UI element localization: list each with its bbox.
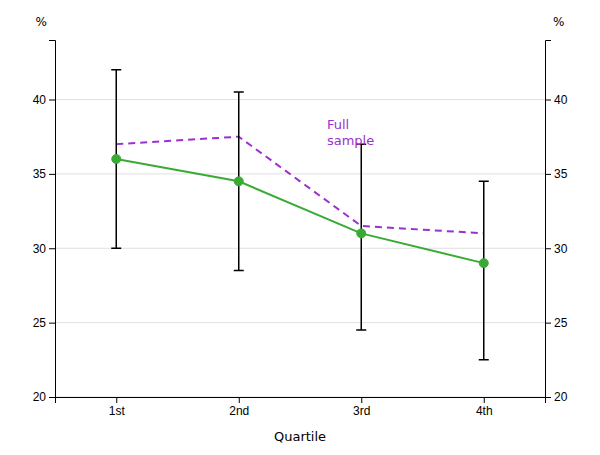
y2-axis-line [546, 41, 552, 398]
y2-tick: 35 [545, 167, 568, 181]
y-tick-label: 20 [33, 390, 47, 404]
y2-tick-mark [545, 397, 551, 398]
y2-tick: 25 [545, 316, 568, 330]
x-tick: 4th [476, 397, 493, 418]
point [357, 229, 366, 238]
point [112, 155, 121, 164]
y-axis: 20 25 30 35 40 [33, 41, 56, 405]
error-bar [234, 92, 244, 271]
line [116, 137, 484, 234]
y-tick-mark [49, 248, 55, 249]
y-tick-mark [49, 174, 55, 175]
y-tick: 40 [33, 93, 55, 107]
annotation: Fullsample [327, 117, 374, 148]
x-tick-mark [361, 397, 362, 403]
y-tick: 20 [33, 390, 55, 404]
error-bar [479, 181, 489, 360]
y-axis-title: % [36, 15, 47, 29]
x-tick-mark [484, 397, 485, 403]
line [116, 159, 484, 263]
y2-tick: 40 [545, 93, 568, 107]
y-tick: 25 [33, 316, 55, 330]
error-bar [111, 70, 121, 249]
point [479, 259, 488, 268]
x-axis: 1st 2nd 3rd 4th [56, 397, 546, 418]
x-tick-label: 3rd [353, 404, 370, 418]
y-tick-label: 35 [33, 167, 47, 181]
x-tick: 1st [109, 397, 126, 418]
y-tick-label: 40 [33, 93, 47, 107]
grid [55, 100, 545, 398]
point [234, 177, 243, 186]
y-tick: 35 [33, 167, 55, 181]
y-tick-mark [49, 100, 55, 101]
x-tick-mark [239, 397, 240, 403]
chart: 1st 2nd 3rd 4th 20 25 30 35 40 20 25 30 35 40 Fullsamp… [0, 0, 600, 455]
x-tick: 2nd [229, 397, 249, 418]
y2-tick-label: 20 [554, 390, 568, 404]
y2-tick-label: 35 [554, 167, 568, 181]
y2-tick-label: 30 [554, 242, 568, 256]
error-bar [356, 144, 366, 330]
y-tick-mark [49, 323, 55, 324]
y2-tick-mark [545, 248, 551, 249]
y2-axis-title: % [553, 15, 564, 29]
y-tick-mark [49, 397, 55, 398]
x-tick-label: 2nd [229, 404, 249, 418]
x-axis-line [56, 398, 546, 404]
y2-tick-mark [545, 100, 551, 101]
y2-tick-label: 25 [554, 316, 568, 330]
plot-area [111, 70, 489, 360]
grid-line [55, 99, 545, 100]
x-tick-label: 1st [109, 404, 126, 418]
grid-line [55, 322, 545, 323]
y-axis-line [49, 41, 56, 398]
x-axis-title: Quartile [274, 429, 326, 444]
series [111, 70, 489, 360]
y-tick-label: 25 [33, 316, 47, 330]
y-tick-label: 30 [33, 242, 47, 256]
y2-tick-label: 40 [554, 93, 568, 107]
grid-line [55, 248, 545, 249]
y2-tick-mark [545, 174, 551, 175]
x-tick: 3rd [353, 397, 370, 418]
y2-tick: 30 [545, 242, 568, 256]
y2-tick-mark [545, 323, 551, 324]
y-tick: 30 [33, 242, 55, 256]
x-tick-label: 4th [476, 404, 493, 418]
x-tick-mark [116, 397, 117, 403]
grid-line [55, 173, 545, 174]
y2-tick: 20 [545, 390, 568, 404]
series [116, 137, 484, 234]
y2-axis: 20 25 30 35 40 [545, 41, 568, 405]
